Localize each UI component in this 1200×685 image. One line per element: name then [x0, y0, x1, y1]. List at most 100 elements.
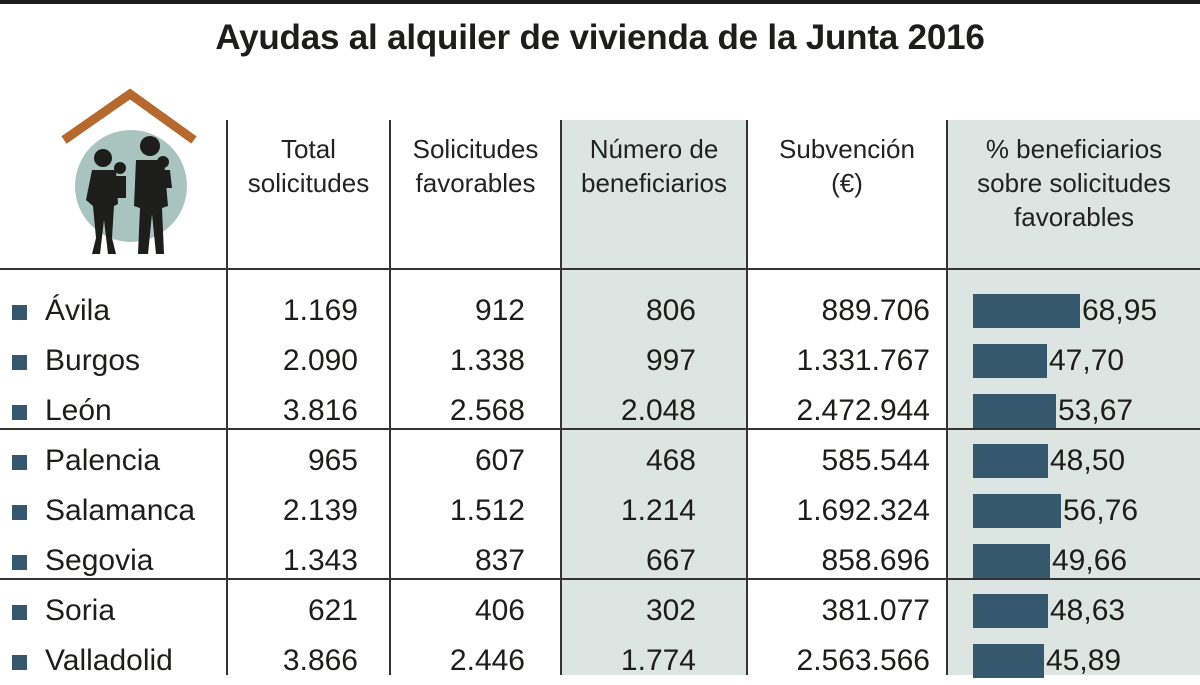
- percentage-bar: [973, 294, 1080, 328]
- cell-favorables: 1.512: [449, 494, 525, 527]
- cell-subvencion: 1.331.767: [796, 344, 930, 377]
- cell-beneficiarios: 2.048: [620, 394, 696, 427]
- province-name: Segovia: [45, 544, 154, 577]
- percentage-bar: [973, 644, 1044, 678]
- table-row: Salamanca 2.139 1.512 1.214 1.692.324 56,76: [0, 485, 1200, 535]
- table-row: Segovia 1.343 837 667 858.696 49,66: [0, 535, 1200, 585]
- cell-subvencion: 858.696: [821, 544, 930, 577]
- header-line: % beneficiarios: [985, 134, 1163, 164]
- percentage-bar: [973, 544, 1050, 578]
- column-divider: [560, 120, 562, 675]
- row-bullet: [12, 555, 27, 570]
- row-bullet: [12, 405, 27, 420]
- row-bullet: [12, 655, 27, 670]
- cell-total: 1.343: [282, 544, 358, 577]
- cell-beneficiarios: 997: [645, 344, 696, 377]
- cell-total: 3.816: [282, 394, 358, 427]
- group-rule: [0, 578, 1200, 580]
- cell-beneficiarios: 806: [645, 294, 696, 327]
- percentage-label: 47,70: [1049, 344, 1125, 377]
- province-name: León: [45, 394, 112, 427]
- cell-subvencion: 381.077: [821, 594, 930, 627]
- table-row: León 3.816 2.568 2.048 2.472.944 53,67: [0, 385, 1200, 435]
- cell-total: 965: [307, 444, 358, 477]
- province-name: Valladolid: [45, 644, 173, 677]
- header-favorables: Solicitudes favorables: [391, 132, 560, 200]
- shade-beneficiarios-column: [561, 120, 747, 675]
- cell-favorables: 2.568: [449, 394, 525, 427]
- house-family-icon: [61, 88, 197, 254]
- province-name: Burgos: [45, 344, 141, 377]
- percentage-bar: [973, 344, 1047, 378]
- percentage-bar: [973, 394, 1056, 428]
- row-bullet: [12, 505, 27, 520]
- header-subvencion: Subvención (€): [748, 132, 946, 200]
- cell-total: 1.169: [282, 294, 358, 327]
- province-name: Palencia: [45, 444, 161, 477]
- column-divider: [746, 120, 748, 675]
- percentage-label: 56,76: [1063, 494, 1139, 527]
- cell-total: 2.139: [282, 494, 358, 527]
- row-bullet: [12, 305, 27, 320]
- cell-beneficiarios: 1.214: [620, 494, 696, 527]
- header-line: (€): [831, 168, 863, 198]
- row-bullet: [12, 605, 27, 620]
- header-total: Total solicitudes: [228, 132, 389, 200]
- cell-subvencion: 2.472.944: [796, 394, 930, 427]
- top-rule: [0, 0, 1200, 4]
- cell-beneficiarios: 468: [645, 444, 696, 477]
- table-row: Soria 621 406 302 381.077 48,63: [0, 585, 1200, 635]
- header-line: Número de: [589, 134, 719, 164]
- header-line: favorables: [1014, 202, 1134, 232]
- family-silhouette: [86, 136, 172, 254]
- column-divider: [389, 120, 391, 675]
- row-bullet: [12, 355, 27, 370]
- row-bullet: [12, 455, 27, 470]
- percentage-bar: [973, 594, 1048, 628]
- table-row: Ávila 1.169 912 806 889.706 68,95: [0, 285, 1200, 335]
- cell-total: 3.866: [282, 644, 358, 677]
- cell-beneficiarios: 667: [645, 544, 696, 577]
- percentage-label: 68,95: [1082, 294, 1158, 327]
- cell-subvencion: 1.692.324: [796, 494, 930, 527]
- cell-favorables: 2.446: [449, 644, 525, 677]
- cell-favorables: 912: [474, 294, 525, 327]
- percentage-bar: [973, 444, 1048, 478]
- group-rule: [0, 428, 1200, 430]
- cell-favorables: 607: [474, 444, 525, 477]
- column-divider: [226, 120, 228, 675]
- province-name: Ávila: [45, 294, 111, 327]
- province-name: Soria: [45, 594, 116, 627]
- table-row: Valladolid 3.866 2.446 1.774 2.563.566 45,89: [0, 635, 1200, 685]
- cell-beneficiarios: 1.774: [620, 644, 696, 677]
- header-line: favorables: [415, 168, 536, 198]
- header-rule: [0, 268, 1200, 270]
- cell-subvencion: 585.544: [821, 444, 930, 477]
- cell-subvencion: 889.706: [821, 294, 930, 327]
- cell-beneficiarios: 302: [645, 594, 696, 627]
- percentage-label: 48,50: [1050, 444, 1126, 477]
- header-line: beneficiarios: [581, 168, 727, 198]
- logo-roof: [61, 88, 197, 144]
- cell-favorables: 1.338: [449, 344, 525, 377]
- table-row: Burgos 2.090 1.338 997 1.331.767 47,70: [0, 335, 1200, 385]
- header-line: sobre solicitudes: [977, 168, 1171, 198]
- header-beneficiarios: Número de beneficiarios: [562, 132, 746, 200]
- header-line: solicitudes: [247, 168, 370, 198]
- cell-favorables: 406: [474, 594, 525, 627]
- table-row: Palencia 965 607 468 585.544 48,50: [0, 435, 1200, 485]
- percentage-label: 45,89: [1046, 644, 1122, 677]
- percentage-label: 49,66: [1052, 544, 1128, 577]
- header-line: Subvención: [779, 134, 915, 164]
- header-line: Total: [281, 134, 336, 164]
- percentage-bar: [973, 494, 1061, 528]
- cell-total: 621: [307, 594, 358, 627]
- header-line: Solicitudes: [412, 134, 539, 164]
- percentage-label: 53,67: [1058, 394, 1134, 427]
- cell-subvencion: 2.563.566: [796, 644, 930, 677]
- chart-title: Ayudas al alquiler de vivienda de la Jun…: [215, 18, 985, 57]
- header-porcentaje: % beneficiarios sobre solicitudes favora…: [948, 132, 1200, 234]
- column-divider: [946, 120, 948, 675]
- percentage-label: 48,63: [1050, 594, 1126, 627]
- province-name: Salamanca: [45, 494, 196, 527]
